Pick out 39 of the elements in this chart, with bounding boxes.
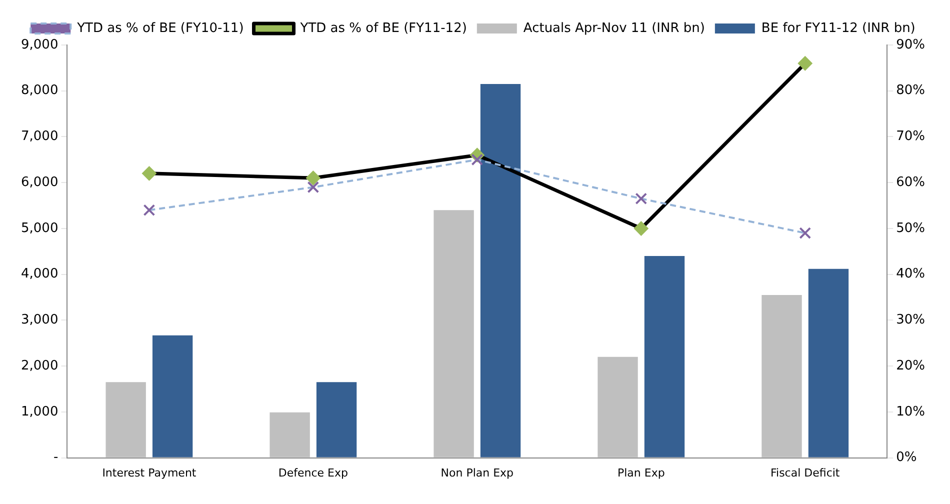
y2-tick-label: 30% xyxy=(896,312,926,328)
y2-tick-label: 80% xyxy=(896,83,926,98)
x-tick-label: Defence Exp xyxy=(278,466,348,480)
y2-tick-label: 10% xyxy=(896,404,926,420)
y2-tick-label: 0% xyxy=(896,450,917,466)
bar xyxy=(644,256,685,458)
bar xyxy=(270,412,310,458)
legend-label: YTD as % of BE (FY10-11) xyxy=(76,20,244,36)
x-tick-label: Plan Exp xyxy=(617,466,665,480)
y-tick-label: 7,000 xyxy=(21,129,58,144)
bar xyxy=(316,382,357,458)
y2-tick-label: 40% xyxy=(896,266,926,282)
bar xyxy=(480,84,521,458)
y-tick-label: 1,000 xyxy=(21,404,58,420)
legend-label: YTD as % of BE (FY11-12) xyxy=(299,20,467,36)
y-tick-label: 2,000 xyxy=(21,358,58,374)
bar xyxy=(434,210,474,458)
legend-label: Actuals Apr-Nov 11 (INR bn) xyxy=(523,20,705,36)
y-tick-label: 3,000 xyxy=(21,312,58,328)
y-tick-label: 8,000 xyxy=(21,83,58,98)
x-tick-label: Non Plan Exp xyxy=(440,466,514,480)
y-tick-label: 4,000 xyxy=(21,266,58,282)
y-tick-label: 6,000 xyxy=(21,174,58,190)
legend-label: BE for FY11-12 (INR bn) xyxy=(761,20,916,36)
bar xyxy=(152,335,193,458)
y2-tick-label: 20% xyxy=(896,358,926,374)
y2-tick-label: 90% xyxy=(896,37,926,52)
bar xyxy=(598,356,638,458)
y2-tick-label: 70% xyxy=(896,129,926,144)
bar xyxy=(762,294,802,458)
x-tick-label: Fiscal Deficit xyxy=(770,466,840,480)
bar xyxy=(106,382,146,458)
y-tick-label: - xyxy=(54,450,59,466)
x-tick-label: Interest Payment xyxy=(102,466,197,480)
y2-tick-label: 60% xyxy=(896,174,926,190)
bar xyxy=(808,268,849,458)
y-tick-label: 9,000 xyxy=(21,37,58,52)
y2-tick-label: 50% xyxy=(896,220,926,236)
y-tick-label: 5,000 xyxy=(21,220,58,236)
